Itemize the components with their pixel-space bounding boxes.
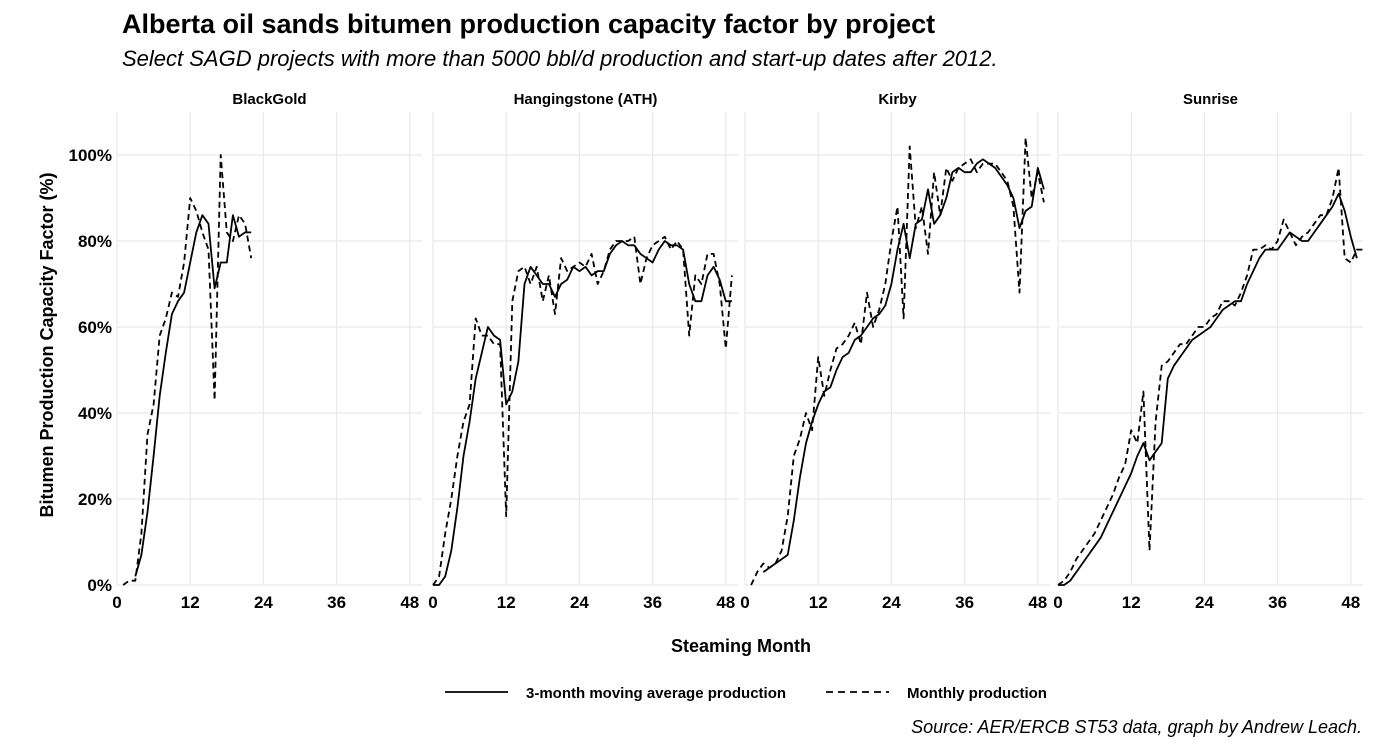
moving-average-line [1058, 192, 1358, 586]
x-tick-label: 48 [1341, 593, 1360, 612]
facet-panel: Sunrise 0 12 24 36 48 [1053, 91, 1363, 612]
facet-label: Hangingstone (ATH) [514, 91, 658, 108]
y-axis-title: Bitumen Production Capacity Factor (%) [37, 172, 57, 517]
x-tick-label: 24 [254, 593, 273, 612]
x-tick-label: 12 [1122, 593, 1141, 612]
x-tick-label: 0 [740, 593, 749, 612]
facet-panel: BlackGold 0 12 24 36 48 [112, 91, 422, 612]
facet-panel: Kirby 0 12 24 36 48 [740, 91, 1050, 612]
monthly-production-line [122, 154, 253, 586]
chart-caption: Source: AER/ERCB ST53 data, graph by And… [911, 717, 1362, 737]
x-tick-label: 48 [400, 593, 419, 612]
legend-label-monthly: Monthly production [907, 685, 1047, 702]
y-tick-label: 60% [78, 318, 112, 337]
facet-panels: BlackGold 0 12 24 36 48 Hangingstone (ATH) 0 12 2… [112, 91, 1363, 612]
monthly-production-line [432, 235, 733, 586]
x-tick-label: 24 [882, 593, 901, 612]
x-tick-label: 36 [955, 593, 974, 612]
moving-average-line [762, 158, 1045, 573]
y-tick-label: 40% [78, 404, 112, 423]
monthly-production-line [1057, 166, 1363, 586]
x-tick-label: 36 [643, 593, 662, 612]
x-tick-label: 12 [497, 593, 516, 612]
chart-title: Alberta oil sands bitumen production cap… [122, 9, 935, 39]
facet-label: BlackGold [232, 91, 306, 108]
y-tick-label: 80% [78, 232, 112, 251]
legend-label-avg: 3-month moving average production [526, 685, 786, 702]
y-tick-label: 0% [87, 576, 112, 595]
chart-subtitle: Select SAGD projects with more than 5000… [122, 46, 998, 71]
y-tick-label: 20% [78, 490, 112, 509]
x-tick-label: 12 [809, 593, 828, 612]
y-tick-label: 100% [69, 146, 112, 165]
x-tick-label: 48 [1028, 593, 1047, 612]
moving-average-line [433, 240, 732, 586]
x-axis-title: Steaming Month [671, 636, 811, 656]
facet-label: Kirby [878, 91, 917, 108]
x-tick-label: 0 [112, 593, 121, 612]
moving-average-line [134, 214, 252, 577]
x-tick-label: 12 [181, 593, 200, 612]
x-tick-label: 24 [570, 593, 589, 612]
x-tick-label: 36 [327, 593, 346, 612]
facet-panel: Hangingstone (ATH) 0 12 24 36 48 [428, 91, 738, 612]
x-tick-label: 24 [1195, 593, 1214, 612]
y-axis: 0% 20% 40% 60% 80% 100% [69, 146, 112, 595]
x-tick-label: 36 [1268, 593, 1287, 612]
x-tick-label: 0 [428, 593, 437, 612]
x-tick-label: 48 [716, 593, 735, 612]
x-tick-label: 0 [1053, 593, 1062, 612]
facet-label: Sunrise [1183, 91, 1238, 108]
legend: 3-month moving average production Monthl… [445, 685, 1047, 702]
